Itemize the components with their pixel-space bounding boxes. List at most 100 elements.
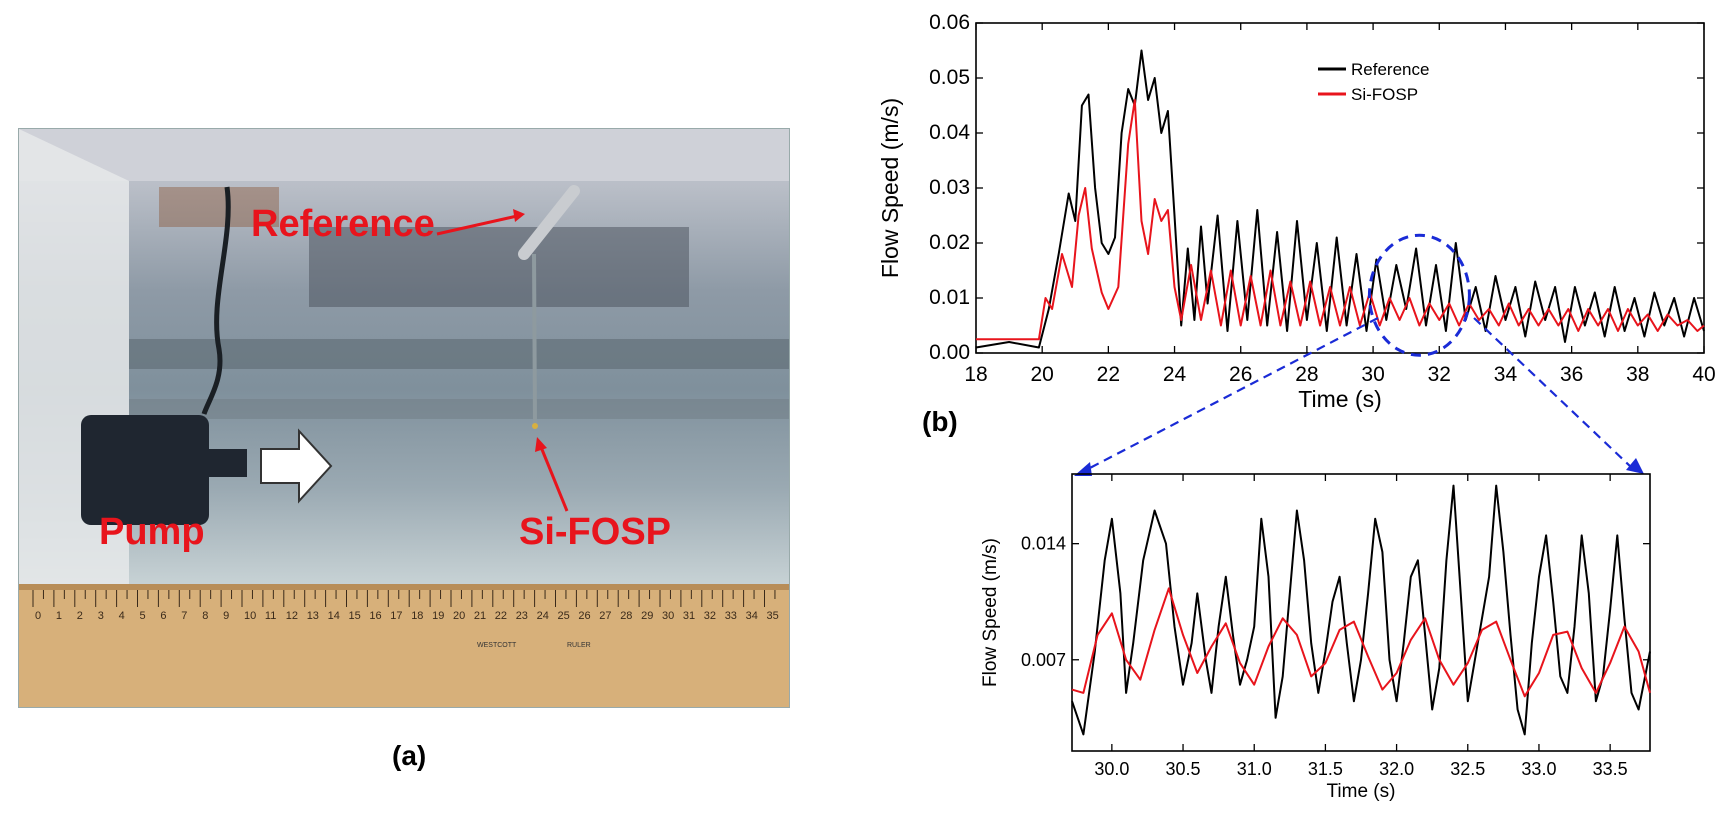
ruler-number: 0: [35, 610, 41, 622]
inset-x-tick-label: 33.0: [1521, 759, 1556, 779]
inset-plot-frame: [1071, 473, 1651, 752]
ruler-number: 9: [223, 610, 229, 622]
ruler-number: 5: [140, 610, 146, 622]
ruler-number: 21: [474, 610, 486, 622]
inset-x-tick-label: 30.0: [1094, 759, 1129, 779]
label-pump: Pump: [99, 511, 205, 553]
ruler-number: 7: [181, 610, 187, 622]
main-x-tick-label: 22: [1097, 363, 1120, 386]
label-si-fosp: Si-FOSP: [519, 511, 672, 553]
inset-x-tick-label: 30.5: [1166, 759, 1201, 779]
ruler-number: 12: [286, 610, 298, 622]
main-x-tick-label: 28: [1295, 363, 1318, 386]
main-y-tick-label: 0.00: [929, 341, 970, 364]
inset-x-tick-label: 32.0: [1379, 759, 1414, 779]
ruler-number: 33: [725, 610, 737, 622]
ruler-number: 22: [495, 610, 507, 622]
ruler-number: 17: [390, 610, 402, 622]
ruler-number: 29: [641, 610, 653, 622]
inset-x-tick-label: 33.5: [1593, 759, 1628, 779]
background-box: [159, 187, 279, 227]
inset-series-sifosp: [1071, 587, 1651, 698]
ruler: [19, 584, 789, 707]
ruler-number: 34: [746, 610, 758, 622]
caption-a: (a): [392, 740, 427, 771]
main-y-tick-label: 0.05: [929, 66, 970, 89]
pump-cable: [201, 186, 231, 415]
zoom-arrow-left: [1085, 317, 1379, 471]
ruler-brand-2: RULER: [567, 642, 591, 649]
main-x-tick-label: 32: [1428, 363, 1451, 386]
label-reference: Reference: [251, 203, 435, 245]
zoom-arrowhead-left: [1074, 462, 1092, 476]
main-x-tick-label: 38: [1626, 363, 1649, 386]
ruler-number: 24: [537, 610, 549, 622]
ruler-number: 15: [349, 610, 361, 622]
main-y-tick-label: 0.06: [929, 11, 970, 34]
ruler-number: 3: [98, 610, 104, 622]
rail-2: [129, 399, 789, 419]
main-x-tick-label: 20: [1031, 363, 1054, 386]
ruler-number: 6: [160, 610, 166, 622]
ruler-number: 25: [558, 610, 570, 622]
zoom-ellipse: [1367, 233, 1471, 357]
ruler-number: 1: [56, 610, 62, 622]
main-x-tick-label: 34: [1494, 363, 1518, 386]
background-equipment: [309, 227, 689, 307]
ruler-number: 35: [767, 610, 779, 622]
ruler-ticks: 0 1 2 3 4 5 6 7 8 9 10 11 12 13 14 15 16 17 18 19 20 21 22 23 24…: [32, 590, 779, 622]
ruler-number: 16: [369, 610, 381, 622]
ruler-number: 30: [662, 610, 674, 622]
ruler-brand: WESTCOTT: [477, 642, 517, 649]
inset-y-axis-title: Flow Speed (m/s): [980, 538, 1001, 687]
main-y-axis-title: Flow Speed (m/s): [877, 98, 903, 278]
tank-top: [19, 129, 789, 181]
main-x-tick-label: 26: [1229, 363, 1252, 386]
main-y-tick-label: 0.02: [929, 231, 970, 254]
tank-left-wall: [19, 129, 129, 707]
ruler-number: 31: [683, 610, 695, 622]
pump-outlet: [209, 449, 247, 477]
si-fosp-tip: [532, 423, 538, 429]
ruler-number: 10: [244, 610, 256, 622]
inset-x-tick-label: 31.5: [1308, 759, 1343, 779]
inset-y-tick-label: 0.007: [1021, 650, 1066, 670]
caption-b: (b): [922, 406, 958, 437]
ruler-number: 26: [578, 610, 590, 622]
ruler-number: 18: [411, 610, 423, 622]
ruler-number: 23: [516, 610, 528, 622]
inset-x-tick-label: 32.5: [1450, 759, 1485, 779]
ruler-edge: [19, 584, 789, 590]
main-series-sifosp: [976, 99, 1705, 341]
si-fosp-arrowhead: [535, 437, 547, 452]
main-y-tick-label: 0.01: [929, 286, 970, 309]
flow-direction-arrow: [260, 428, 333, 504]
ruler-number: 19: [432, 610, 444, 622]
inset-x-axis-title: Time (s): [1327, 781, 1396, 802]
ruler-number: 14: [328, 610, 340, 622]
main-y-tick-label: 0.04: [929, 121, 970, 144]
si-fosp-arrow: [539, 446, 569, 512]
photo-scene: 0 1 2 3 4 5 6 7 8 9 10 11 12 13 14 15 16 17 18 19 20 21 22 23 24…: [19, 129, 789, 707]
rail: [129, 339, 789, 369]
reference-probe: [518, 185, 580, 260]
ruler-number: 4: [119, 610, 125, 622]
experiment-photo: 0 1 2 3 4 5 6 7 8 9 10 11 12 13 14 15 16 17 18 19 20 21 22 23 24…: [18, 128, 790, 708]
reference-arrow: [436, 214, 518, 236]
inset-x-tick-label: 31.0: [1237, 759, 1272, 779]
legend-label-reference: Reference: [1351, 60, 1429, 79]
main-y-tick-label: 0.03: [929, 176, 970, 199]
main-plot-frame: [975, 22, 1705, 354]
ruler-number: 11: [265, 610, 276, 622]
zoom-arrow-right: [1473, 317, 1633, 469]
si-fosp-fiber: [532, 253, 537, 425]
reference-arrowhead: [513, 209, 525, 222]
pump: [81, 415, 209, 525]
ruler-number: 13: [307, 610, 319, 622]
inset-series-reference: [1071, 484, 1651, 736]
main-x-tick-label: 30: [1361, 363, 1384, 386]
inset-y-tick-label: 0.014: [1021, 534, 1066, 554]
main-x-tick-label: 36: [1560, 363, 1583, 386]
ruler-number: 2: [77, 610, 83, 622]
ruler-number: 28: [620, 610, 632, 622]
